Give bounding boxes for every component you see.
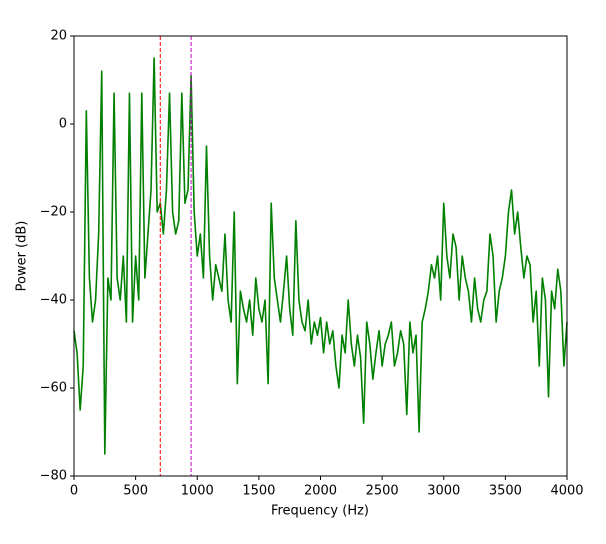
x-tick-label: 1000 xyxy=(181,484,214,499)
plot-frame xyxy=(73,35,568,477)
y-tick-label: −20 xyxy=(40,205,67,220)
x-tick-label: 1500 xyxy=(242,484,275,499)
y-tick-label: 20 xyxy=(50,29,67,44)
x-axis-label: Frequency (Hz) xyxy=(271,504,369,519)
x-tick-label: 4000 xyxy=(550,484,583,499)
y-tick-label: −60 xyxy=(40,381,67,396)
x-tick-label: 0 xyxy=(70,484,78,499)
spectrum-line xyxy=(73,57,568,455)
x-tick-label: 2000 xyxy=(304,484,337,499)
y-axis-label: Power (dB) xyxy=(15,221,30,292)
y-tick-label: 0 xyxy=(59,117,67,132)
x-tick-label: 2500 xyxy=(366,484,399,499)
x-tick-label: 3000 xyxy=(427,484,460,499)
x-tick-label: 3500 xyxy=(489,484,522,499)
y-tick-label: −40 xyxy=(40,293,67,308)
x-tick-label: 500 xyxy=(123,484,148,499)
y-tick-label: −80 xyxy=(40,469,67,484)
